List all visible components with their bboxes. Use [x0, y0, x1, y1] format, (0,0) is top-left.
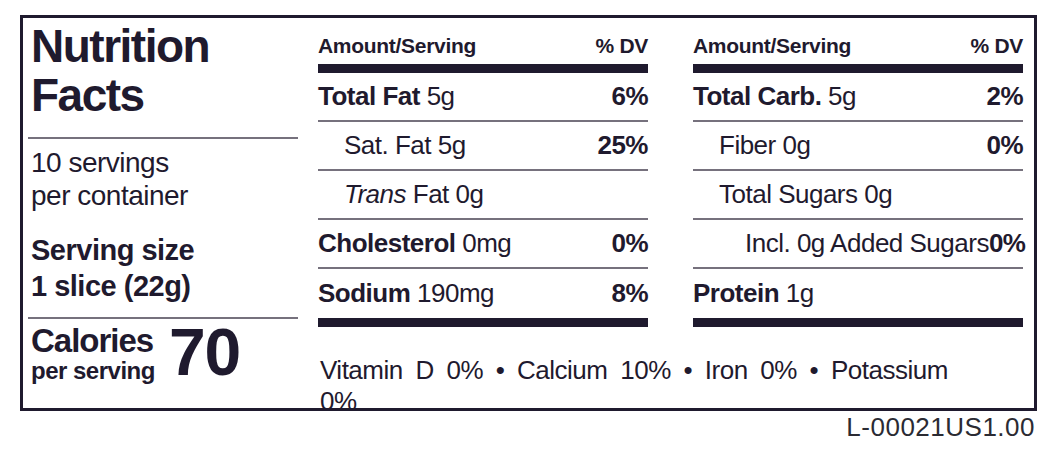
dv-cholesterol: 0% [611, 228, 648, 259]
micronutrients-line: Vitamin D 0% • Calcium 10% • Iron 0% • P… [320, 355, 980, 417]
dv-total-fat: 6% [611, 81, 648, 112]
dv-sat-fat: 25% [597, 130, 648, 161]
dv-fiber: 0% [986, 130, 1023, 161]
thick-bar [693, 318, 1023, 327]
row-trans-fat: Trans Fat 0g [318, 171, 648, 220]
header-amount-serving: Amount/Serving [318, 34, 476, 58]
row-added-sugars: Incl. 0g Added Sugars 0% [693, 220, 1023, 269]
nutrient-column-fats-sodium: Amount/Serving % DV Total Fat 5g 6% Sat.… [318, 18, 648, 327]
label-border-box: Nutrition Facts 10 servings per containe… [20, 15, 1037, 411]
row-protein: Protein 1g [693, 269, 1023, 318]
servings-line2: per container [31, 179, 188, 212]
row-total-carb: Total Carb. 5g 2% [693, 73, 1023, 122]
dv-sodium: 8% [611, 278, 648, 309]
serving-size: Serving size 1 slice (22g) [31, 232, 194, 304]
nutrition-facts-label: Nutrition Facts 10 servings per containe… [0, 0, 1060, 449]
thick-bar [318, 64, 648, 73]
header-percent-dv: % DV [971, 34, 1023, 58]
servings-line1: 10 servings [31, 146, 188, 179]
dv-added-sugars: 0% [989, 228, 1026, 259]
dv-total-carb: 2% [986, 81, 1023, 112]
thick-bar [693, 64, 1023, 73]
serving-size-divider [28, 317, 298, 319]
row-total-fat: Total Fat 5g 6% [318, 73, 648, 122]
header-percent-dv: % DV [596, 34, 648, 58]
row-sat-fat: Sat. Fat 5g 25% [318, 122, 648, 171]
row-fiber: Fiber 0g 0% [693, 122, 1023, 171]
row-sodium: Sodium 190mg 8% [318, 269, 648, 318]
calories-value: 70 [169, 322, 240, 382]
column-header: Amount/Serving % DV [693, 18, 1023, 64]
calories-label: Calories [31, 324, 155, 358]
label-lot-code: L-00021US1.00 [846, 412, 1035, 443]
row-cholesterol: Cholesterol 0mg 0% [318, 220, 648, 269]
label-title-line2: Facts [31, 71, 209, 120]
serving-size-label: Serving size [31, 232, 194, 268]
servings-per-container: 10 servings per container [31, 146, 188, 212]
title-divider [28, 137, 298, 139]
row-total-sugars: Total Sugars 0g [693, 171, 1023, 220]
calories-labels: Calories per serving [31, 324, 155, 384]
serving-size-value: 1 slice (22g) [31, 268, 194, 304]
label-title-line1: Nutrition [31, 22, 209, 71]
calories-sublabel: per serving [31, 358, 155, 384]
thick-bar [318, 318, 648, 327]
header-amount-serving: Amount/Serving [693, 34, 851, 58]
label-title: Nutrition Facts [31, 22, 209, 120]
calories-section: Calories per serving 70 [31, 324, 240, 384]
nutrient-column-carbs-protein: Amount/Serving % DV Total Carb. 5g 2% Fi… [693, 18, 1023, 327]
column-header: Amount/Serving % DV [318, 18, 648, 64]
